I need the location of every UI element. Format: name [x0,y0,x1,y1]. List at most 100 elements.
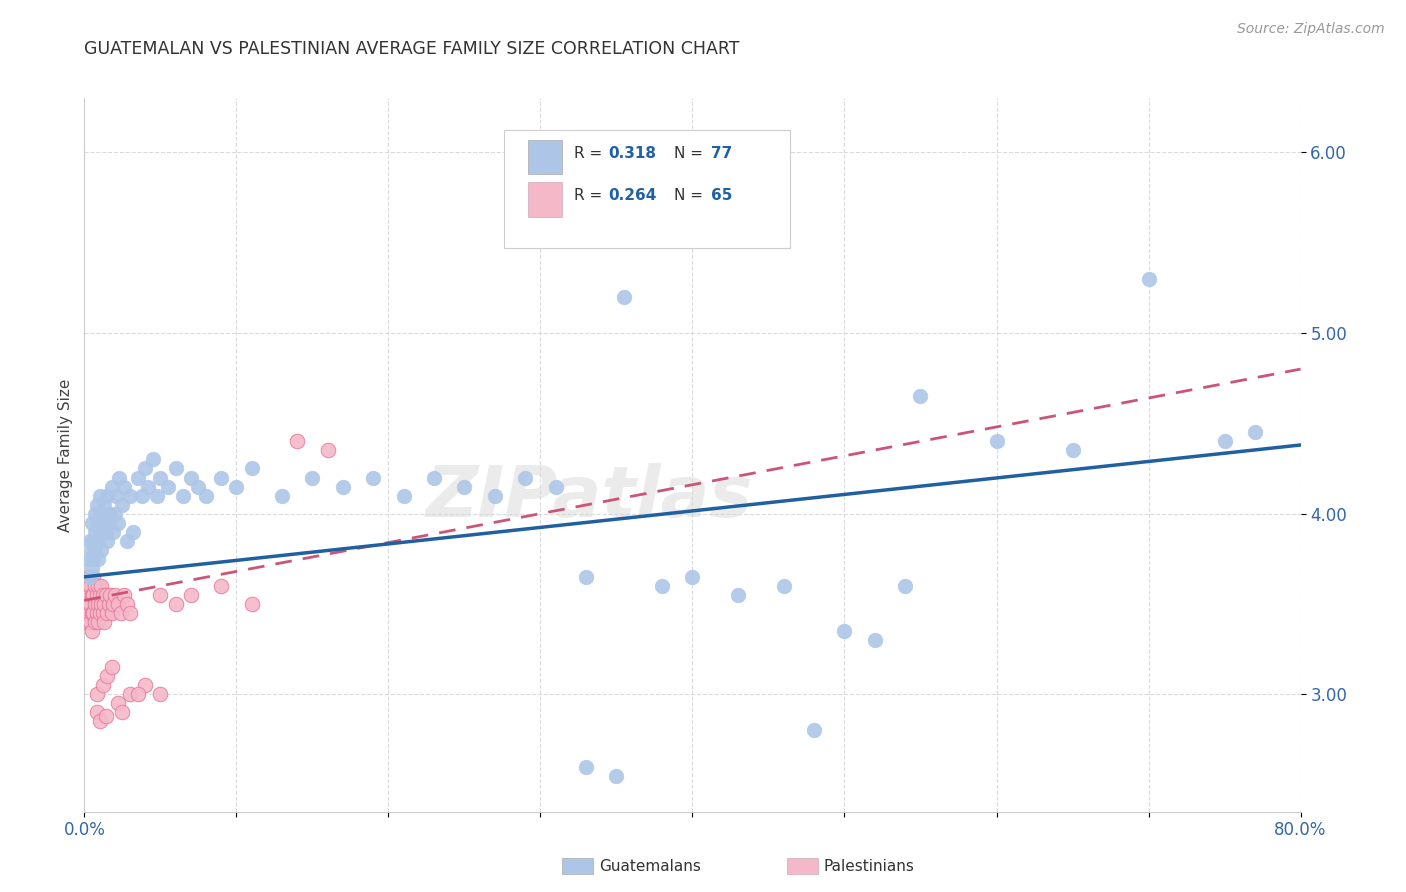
Point [84,542,107,557]
FancyBboxPatch shape [529,139,562,174]
Point [82,533,104,548]
Point [79,597,101,611]
Point [75,606,97,620]
Point [87,597,110,611]
Point [87,551,110,566]
Point [80,624,103,638]
Point [156,479,179,493]
Point [803,723,825,738]
Point [89,489,111,503]
Point [87,516,110,530]
Point [107,696,129,710]
Point [115,597,138,611]
Text: N =: N = [675,188,709,203]
Point [107,516,129,530]
Point [316,443,339,458]
Point [84,615,107,629]
Text: GUATEMALAN VS PALESTINIAN AVERAGE FAMILY SIZE CORRELATION CHART: GUATEMALAN VS PALESTINIAN AVERAGE FAMILY… [84,40,740,58]
Point [180,470,202,484]
Text: R =: R = [575,188,607,203]
Point [91,516,114,530]
Point [84,579,107,593]
Point [96,606,118,620]
Point [225,479,247,493]
Point [134,678,156,692]
Point [89,606,111,620]
Point [77,551,100,566]
Point [100,479,122,493]
Point [111,498,134,512]
Point [165,597,187,611]
Point [834,624,856,638]
Point [98,588,121,602]
Point [209,579,232,593]
Point [90,507,112,521]
Point [84,507,107,521]
Point [104,588,127,602]
Point [75,588,97,602]
Point [1244,425,1267,440]
Point [100,660,122,674]
FancyBboxPatch shape [529,182,562,217]
Point [149,588,172,602]
Point [118,489,141,503]
Text: 77: 77 [710,145,733,161]
Point [142,452,165,467]
Point [575,570,598,584]
Point [82,606,104,620]
Point [82,551,104,566]
Point [86,498,108,512]
Text: Source: ZipAtlas.com: Source: ZipAtlas.com [1237,22,1385,37]
Point [93,597,115,611]
Point [172,489,194,503]
Point [544,479,567,493]
Point [115,533,138,548]
Point [240,461,263,475]
Point [651,579,673,593]
Point [271,489,294,503]
Point [93,615,115,629]
Point [76,597,98,611]
Point [484,489,506,503]
Point [165,461,187,475]
Point [180,588,202,602]
Point [87,615,110,629]
FancyBboxPatch shape [503,130,790,248]
Point [76,615,98,629]
Point [94,709,117,723]
Point [1062,443,1084,458]
Point [104,507,127,521]
Point [90,542,112,557]
Point [194,489,218,503]
Point [94,524,117,539]
Point [127,470,149,484]
Point [122,524,145,539]
Text: 0.318: 0.318 [609,145,657,161]
Point [105,489,128,503]
Point [98,507,121,521]
Point [84,597,107,611]
Point [80,588,103,602]
Point [93,498,115,512]
Point [79,615,101,629]
Point [96,533,118,548]
Point [96,669,118,683]
Point [89,524,111,539]
Point [80,542,103,557]
Point [894,579,917,593]
Point [84,524,107,539]
Point [77,606,100,620]
Point [134,461,156,475]
Y-axis label: Average Family Size: Average Family Size [58,378,73,532]
Point [131,489,153,503]
Point [110,606,132,620]
Point [727,588,749,602]
Point [301,470,323,484]
Point [107,597,129,611]
Point [361,470,384,484]
Point [86,687,108,701]
Point [209,470,232,484]
Point [103,524,125,539]
Text: N =: N = [675,145,709,161]
Point [682,570,704,584]
